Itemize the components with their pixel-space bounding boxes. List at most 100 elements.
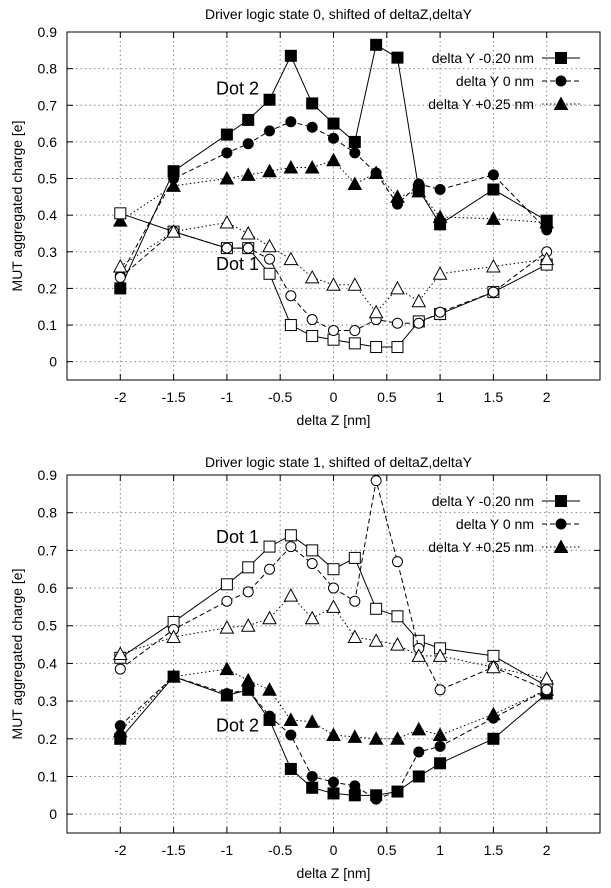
series-6 (112, 214, 555, 319)
y-tick-label: 0.9 (38, 24, 58, 40)
legend-marker (555, 52, 567, 64)
x-tick-label: 1.5 (484, 389, 504, 405)
data-point (434, 184, 446, 196)
chart-title: Driver logic state 1, shifted of deltaZ,… (205, 454, 473, 470)
data-point (411, 293, 427, 308)
data-point (306, 314, 318, 326)
data-point (283, 159, 299, 174)
data-point (390, 189, 405, 203)
data-point (242, 586, 254, 598)
data-point (306, 97, 319, 110)
y-tick-label: 0.1 (38, 768, 58, 784)
data-point (486, 211, 501, 225)
y-tick-label: 0.3 (38, 244, 58, 260)
data-point (370, 793, 382, 805)
data-point (284, 49, 297, 62)
data-point (220, 578, 233, 591)
data-point (304, 269, 320, 284)
series-1 (114, 38, 553, 295)
data-point (262, 610, 277, 625)
data-point (326, 727, 341, 742)
y-axis-title: MUT aggregated charge [e] (9, 569, 25, 740)
data-point (412, 770, 425, 783)
x-tick-label: -1.5 (162, 389, 186, 405)
y-tick-label: 0.6 (38, 580, 58, 596)
data-point (283, 588, 299, 602)
y-tick-label: 0 (49, 806, 57, 822)
y-tick-label: 0.3 (38, 693, 58, 709)
data-point (262, 238, 277, 253)
data-point (219, 661, 235, 676)
y-tick-label: 0.4 (38, 655, 58, 671)
series-line (120, 159, 547, 223)
data-point (486, 659, 501, 674)
data-point (391, 341, 404, 354)
data-point (368, 731, 384, 745)
data-point (221, 595, 233, 607)
annotation-label: Dot 2 (216, 715, 259, 735)
data-point (304, 610, 320, 625)
data-point (391, 51, 404, 64)
y-tick-label: 0.8 (38, 505, 58, 521)
y-tick-label: 0.2 (38, 280, 58, 296)
series-3 (112, 661, 555, 745)
data-point (487, 169, 499, 181)
data-point (328, 582, 339, 594)
legend-label: delta Y -0.20 nm (432, 493, 534, 509)
series-6 (112, 588, 555, 685)
data-point (368, 165, 384, 180)
data-point (348, 337, 361, 350)
series-3 (112, 152, 555, 229)
data-point (114, 663, 126, 675)
data-point (487, 286, 499, 298)
data-point (349, 780, 361, 792)
data-point (349, 595, 361, 607)
data-point (368, 304, 384, 319)
data-point (242, 113, 255, 126)
legend-marker (555, 75, 567, 87)
data-point (263, 540, 276, 553)
x-tick-label: -1 (221, 389, 234, 405)
data-point (411, 183, 427, 198)
data-point (263, 93, 276, 106)
legend-label: delta Y -0.20 nm (432, 50, 534, 66)
data-point (413, 746, 425, 758)
data-point (166, 669, 181, 683)
y-tick-label: 0.7 (38, 97, 58, 113)
data-point (114, 207, 127, 220)
y-axis-title: MUT aggregated charge [e] (9, 121, 25, 292)
legend-label: delta Y 0 nm (456, 73, 534, 89)
data-point (347, 729, 363, 743)
data-point (242, 138, 254, 150)
x-tick-label: -0.5 (268, 842, 292, 858)
data-point (284, 319, 297, 332)
x-tick-label: 2 (543, 389, 551, 405)
data-point (390, 731, 405, 745)
x-tick-label: 1 (436, 389, 444, 405)
x-tick-label: -2 (114, 389, 127, 405)
data-point (242, 561, 255, 574)
data-point (327, 117, 340, 130)
data-point (370, 38, 383, 51)
data-point (391, 786, 403, 798)
data-point (328, 776, 339, 788)
data-point (413, 317, 425, 329)
data-point (112, 723, 128, 738)
x-axis-title: delta Z [nm] (297, 865, 371, 881)
data-point (112, 258, 128, 273)
annotation-label: Dot 2 (216, 78, 259, 98)
data-point (264, 710, 276, 722)
data-point (306, 544, 319, 557)
data-point (432, 648, 448, 662)
data-point (283, 712, 299, 726)
x-axis-title: delta Z [nm] (297, 412, 371, 428)
y-tick-label: 0.1 (38, 317, 58, 333)
data-point (285, 541, 297, 553)
data-point (326, 152, 341, 167)
data-point (327, 787, 340, 800)
legend-label: delta Y +0.25 nm (428, 96, 534, 112)
data-point (432, 727, 448, 742)
data-point (240, 618, 256, 632)
y-tick-label: 0.8 (38, 61, 58, 77)
legend-marker (555, 518, 567, 530)
